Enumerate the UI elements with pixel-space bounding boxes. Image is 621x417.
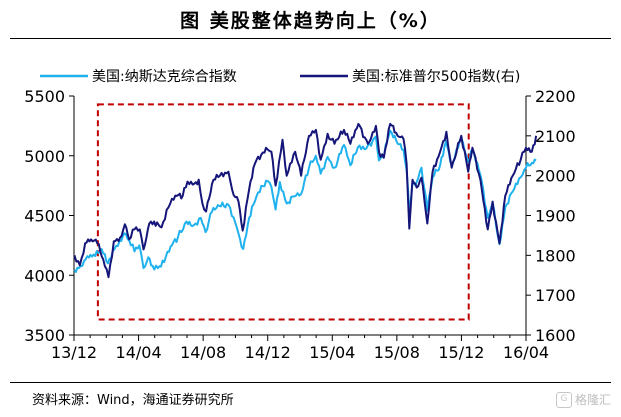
y-right-tick-label: 1800	[535, 246, 576, 265]
y-right-tick-label: 2000	[535, 167, 576, 186]
title-divider	[10, 38, 611, 39]
highlight-box	[96, 103, 470, 321]
y-right-tick-label: 1600	[535, 326, 576, 345]
x-tick-label: 14/04	[116, 343, 162, 362]
watermark-logo-icon: G	[555, 391, 572, 408]
watermark-text: 格隆汇	[574, 393, 611, 407]
series-line-sp500	[73, 122, 538, 279]
legend-label-nasdaq: 美国:纳斯达克综合指数	[92, 69, 237, 85]
legend-label-sp500: 美国:标准普尔500指数(右)	[352, 69, 520, 85]
source-divider	[10, 382, 611, 383]
y-left-tick-label: 4500	[24, 207, 65, 226]
x-tick-label: 14/08	[180, 343, 226, 362]
y-left-tick-label: 5000	[24, 147, 65, 166]
y-left-tick-label: 3500	[24, 326, 65, 345]
x-tick-label: 16/04	[503, 343, 549, 362]
legend: 美国:纳斯达克综合指数 美国:标准普尔500指数(右)	[40, 69, 520, 85]
dashed-highlight-rect	[96, 103, 470, 321]
x-tick-label: 15/12	[438, 343, 484, 362]
x-tick-label: 14/12	[245, 343, 291, 362]
y-right-tick-label: 1900	[535, 207, 576, 226]
y-left-tick-label: 5500	[24, 87, 65, 106]
watermark: G 格隆汇	[555, 391, 611, 408]
y-right-tick-label: 2200	[535, 87, 576, 106]
y-right-tick-label: 2100	[535, 127, 576, 146]
y-right-tick-label: 1700	[535, 286, 576, 305]
y-left-tick-label: 4000	[24, 266, 65, 285]
source-note: 资料来源：Wind，海通证券研究所	[32, 393, 234, 408]
series-lines	[73, 122, 538, 279]
x-tick-label: 13/12	[51, 343, 97, 362]
x-tick-label: 15/08	[374, 343, 420, 362]
page-title: 图 美股整体趋势向上（%）	[180, 10, 441, 32]
axes: 3500 4000 4500 5000 5500 1600 1700 1800 1900 2000…	[24, 87, 575, 362]
x-tick-label: 15/04	[309, 343, 355, 362]
